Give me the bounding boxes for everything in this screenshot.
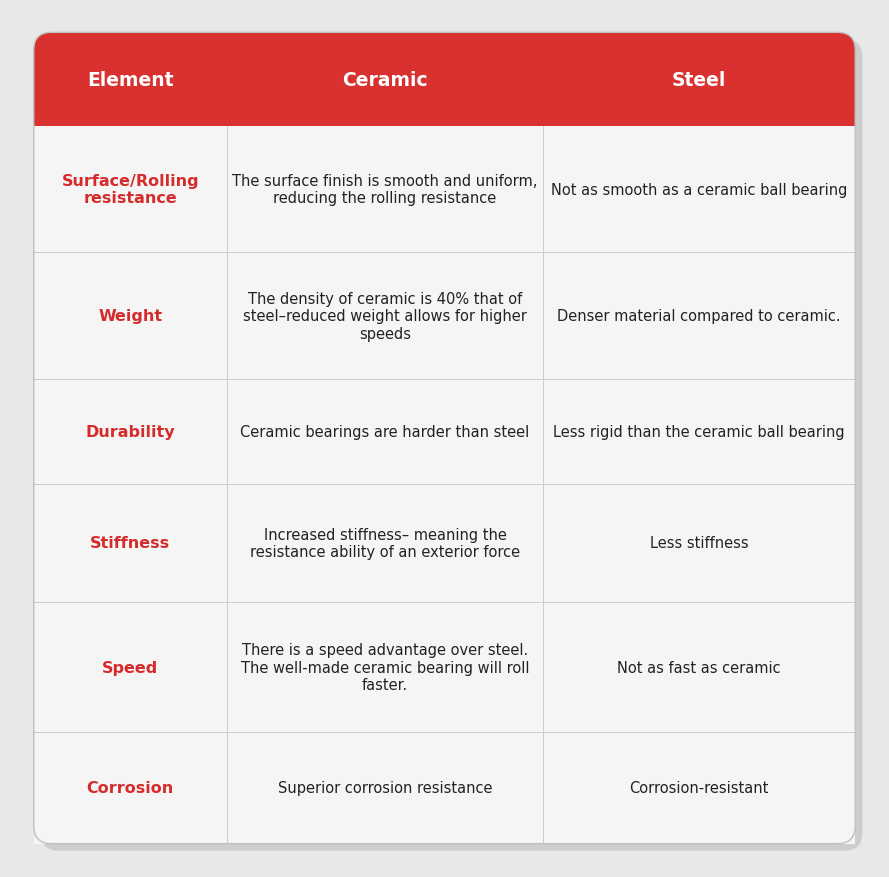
Text: Less rigid than the ceramic ball bearing: Less rigid than the ceramic ball bearing	[553, 424, 845, 439]
Text: Stiffness: Stiffness	[91, 536, 171, 551]
Text: Surface/Rolling
resistance: Surface/Rolling resistance	[61, 174, 199, 206]
Text: Denser material compared to ceramic.: Denser material compared to ceramic.	[557, 309, 841, 324]
FancyBboxPatch shape	[41, 40, 862, 851]
Bar	[34, 84, 855, 126]
Bar	[34, 602, 855, 732]
Text: The surface finish is smooth and uniform,
reducing the rolling resistance: The surface finish is smooth and uniform…	[232, 174, 538, 206]
FancyBboxPatch shape	[34, 33, 855, 126]
Text: Less stiffness: Less stiffness	[650, 536, 749, 551]
Text: Corrosion-resistant: Corrosion-resistant	[629, 781, 769, 795]
Text: Ceramic: Ceramic	[342, 70, 428, 89]
Bar	[34, 126, 855, 253]
Text: Not as smooth as a ceramic ball bearing: Not as smooth as a ceramic ball bearing	[551, 182, 847, 197]
Text: Steel: Steel	[672, 70, 726, 89]
Text: Ceramic bearings are harder than steel: Ceramic bearings are harder than steel	[240, 424, 530, 439]
Text: Superior corrosion resistance: Superior corrosion resistance	[277, 781, 493, 795]
Bar	[34, 253, 855, 380]
FancyBboxPatch shape	[34, 33, 855, 844]
Text: Weight: Weight	[99, 309, 163, 324]
Bar	[34, 484, 855, 602]
Text: Increased stiffness– meaning the
resistance ability of an exterior force: Increased stiffness– meaning the resista…	[250, 527, 520, 560]
Text: Not as fast as ceramic: Not as fast as ceramic	[617, 660, 781, 675]
Text: Corrosion: Corrosion	[86, 781, 174, 795]
Text: The density of ceramic is 40% that of
steel–reduced weight allows for higher
spe: The density of ceramic is 40% that of st…	[243, 292, 527, 341]
Bar	[34, 380, 855, 484]
Bar	[34, 732, 855, 844]
Text: Element: Element	[87, 70, 173, 89]
Text: Durability: Durability	[85, 424, 175, 439]
Text: Speed: Speed	[102, 660, 158, 675]
Text: There is a speed advantage over steel.
The well-made ceramic bearing will roll
f: There is a speed advantage over steel. T…	[241, 643, 529, 692]
